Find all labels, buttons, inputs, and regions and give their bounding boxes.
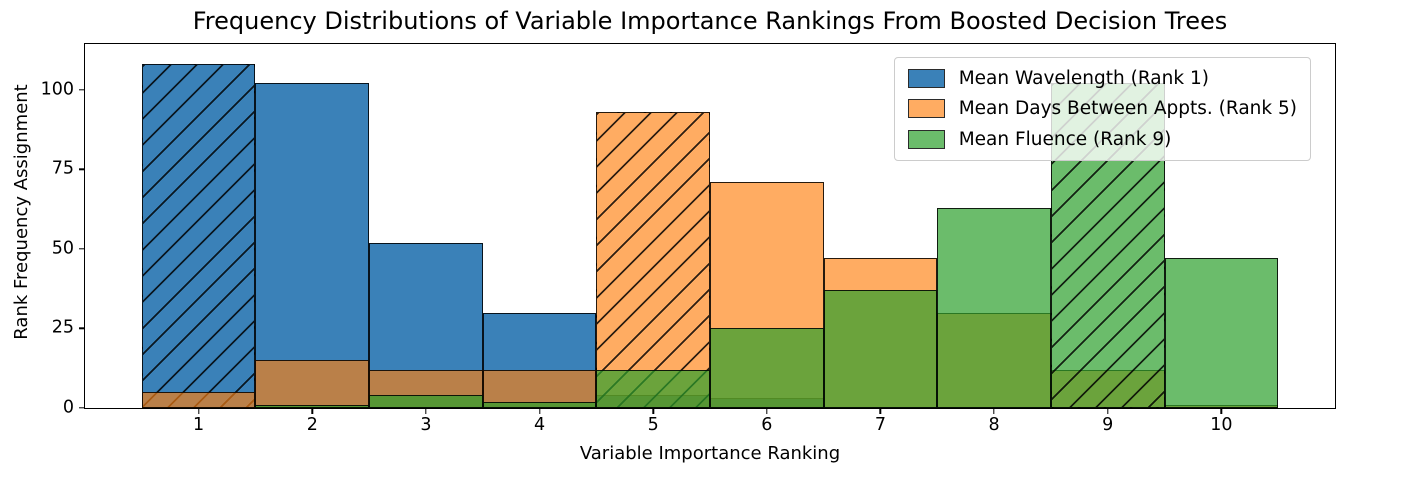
histogram-bar <box>255 360 370 408</box>
y-tick-label: 0 <box>62 397 74 418</box>
histogram-bar <box>255 404 370 408</box>
x-tick-label: 1 <box>193 415 205 435</box>
x-tick-mark <box>1107 408 1109 414</box>
legend-swatch <box>907 69 945 89</box>
x-tick-label: 5 <box>647 415 659 435</box>
histogram-bar <box>141 64 256 408</box>
x-tick-label: 7 <box>874 415 887 435</box>
y-tick-mark <box>79 327 85 330</box>
x-tick-label: 9 <box>1102 415 1114 435</box>
y-tick-label: 25 <box>51 317 74 338</box>
y-tick-label: 100 <box>40 79 74 100</box>
legend-swatch <box>907 99 945 119</box>
legend-label: Mean Days Between Appts. (Rank 5) <box>958 98 1297 120</box>
y-tick-mark <box>79 89 85 91</box>
histogram-bar <box>710 328 824 408</box>
legend-label: Mean Wavelength (Rank 1) <box>958 68 1209 89</box>
x-tick-mark <box>766 408 768 414</box>
y-tick-label: 50 <box>51 238 74 259</box>
x-tick-label: 10 <box>1210 415 1233 435</box>
x-tick-mark <box>879 408 882 414</box>
histogram-bar <box>369 395 483 408</box>
x-tick-mark <box>311 408 313 414</box>
legend-item: Mean Fluence (Rank 9) <box>907 128 1297 150</box>
x-axis-label: Variable Importance Ranking <box>579 443 841 464</box>
x-tick-mark <box>425 408 427 414</box>
histogram-bar <box>596 369 710 408</box>
histogram-bar <box>596 112 710 408</box>
legend: Mean Wavelength (Rank 1) Mean Days Betwee… <box>893 57 1311 161</box>
x-tick-label: 4 <box>533 415 546 435</box>
histogram-bar <box>141 392 256 408</box>
y-tick-mark <box>79 248 85 250</box>
x-tick-label: 3 <box>420 415 432 435</box>
legend-swatch <box>907 129 945 149</box>
x-tick-mark <box>993 408 995 414</box>
histogram-bar <box>937 207 1051 408</box>
legend-label: Mean Fluence (Rank 9) <box>958 128 1172 150</box>
legend-item: Mean Days Between Appts. (Rank 5) <box>907 98 1297 120</box>
chart-title: Frequency Distributions of Variable Impo… <box>192 7 1228 35</box>
histogram-bar <box>482 401 597 408</box>
plot-area: Mean Wavelength (Rank 1) Mean Days Betwee… <box>41 43 1336 434</box>
y-tick-label: 75 <box>51 158 74 179</box>
legend-item: Mean Wavelength (Rank 1) <box>907 68 1297 89</box>
x-tick-label: 6 <box>761 415 773 435</box>
y-axis-label: Rank Frequency Assignment <box>11 84 32 340</box>
histogram-bar <box>482 369 597 408</box>
x-tick-label: 2 <box>306 415 318 435</box>
y-tick-mark <box>79 407 85 409</box>
y-tick-mark <box>79 168 85 171</box>
x-tick-mark <box>652 408 654 414</box>
x-tick-mark <box>197 408 200 414</box>
x-tick-mark <box>1220 408 1223 414</box>
x-tick-mark <box>538 408 541 414</box>
histogram-bar <box>1164 258 1279 408</box>
histogram-bar <box>255 83 370 408</box>
x-tick-label: 8 <box>988 415 1000 435</box>
histogram-bar <box>823 290 938 408</box>
